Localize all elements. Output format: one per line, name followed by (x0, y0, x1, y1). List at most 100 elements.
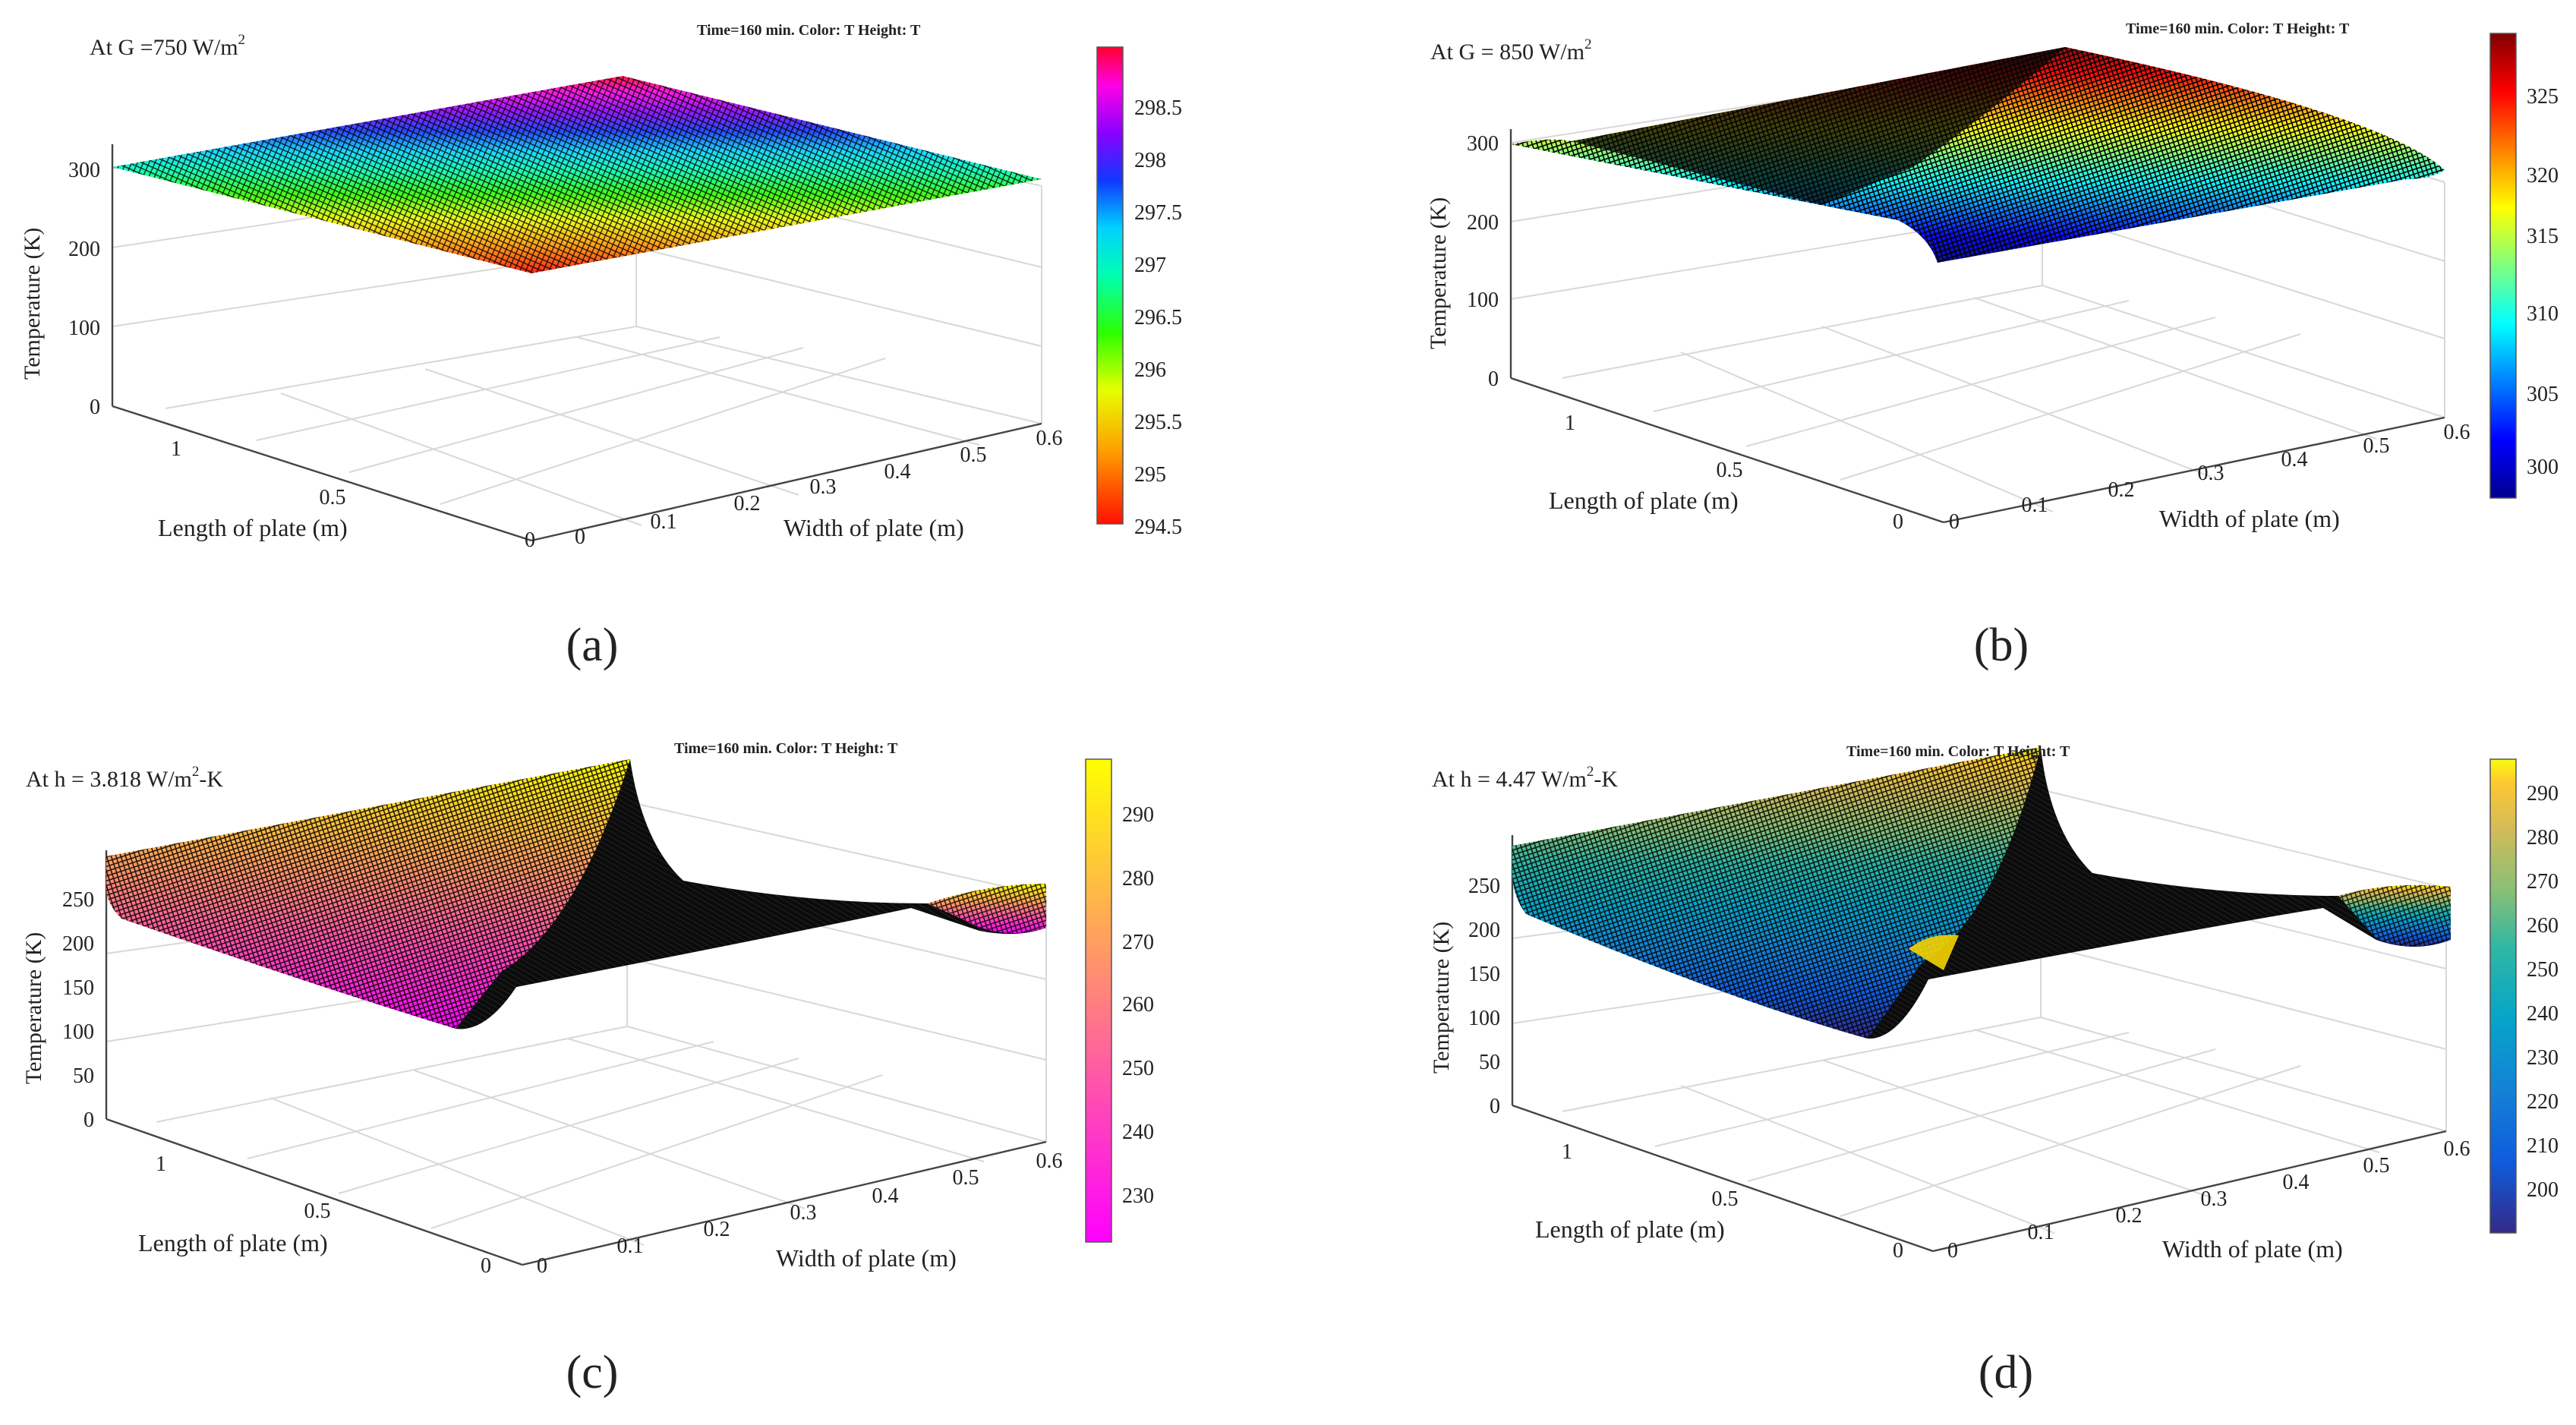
colorbar-bar (1085, 758, 1112, 1243)
colorbar-ticks: 290 280 270 260 250 240 230 220 210 200 (2527, 782, 2559, 1202)
colorbar-tick-label: 230 (2527, 1046, 2559, 1070)
y-tick-label: 0.5 (2363, 434, 2390, 458)
panel-c-zlabel: Temperature (K) (21, 932, 46, 1084)
colorbar-tick-label: 230 (1122, 1184, 1154, 1208)
colorbar-tick-label: 260 (1122, 993, 1154, 1017)
colorbar-tick-label: 325 (2527, 85, 2559, 109)
colorbar-tick-label: 305 (2527, 383, 2559, 406)
title-sup: 2 (1587, 764, 1594, 780)
panel-d-caption: (d) (1979, 1347, 2033, 1398)
panel-a-header: Time=160 min. Color: T Height: T (697, 22, 921, 39)
y-tick-label: 0.6 (2444, 421, 2470, 444)
x-tick-label: 0 (1893, 510, 1903, 534)
panel-a-zlabel: Temperature (K) (20, 228, 45, 380)
z-tick-label: 300 (1467, 132, 1499, 156)
colorbar-ticks: 298.5 298 297.5 297 296.5 296 295.5 295 … (1134, 96, 1182, 539)
panel-c-surface-right (456, 759, 1046, 1029)
x-tick-label: 0 (525, 528, 535, 552)
colorbar-tick-label: 280 (2527, 826, 2559, 850)
colorbar-tick-label: 220 (2527, 1090, 2559, 1114)
x-tick-label: 1 (171, 437, 181, 461)
title-main: At h = 3.818 W/m (26, 767, 192, 792)
y-tick-label: 0.4 (872, 1184, 899, 1208)
y-tick-label: 0.2 (704, 1218, 730, 1241)
colorbar-tick-label: 295.5 (1134, 411, 1182, 434)
colorbar-tick-label: 294.5 (1134, 515, 1182, 539)
colorbar-tick-label: 296 (1134, 358, 1166, 382)
y-tick-label: 0.6 (2444, 1137, 2470, 1161)
y-tick-label: 0 (1947, 1239, 1958, 1263)
y-tick-label: 0.6 (1036, 427, 1063, 450)
z-tick-label: 0 (1490, 1095, 1500, 1118)
panel-b-title: At G = 850 W/m2 (1430, 36, 1592, 65)
x-tick-label: 0 (481, 1254, 491, 1278)
z-tick-label: 200 (62, 932, 94, 956)
z-tick-label: 0 (90, 396, 100, 419)
x-tick-label: 0.5 (1712, 1187, 1739, 1211)
y-tick-label: 0.4 (884, 460, 911, 484)
y-tick-label: 0.1 (2028, 1221, 2054, 1244)
panel-d-surface-right-end-mesh (2338, 884, 2451, 947)
x-tick-label: 1 (1565, 411, 1575, 435)
panel-d-header: Time=160 min. Color: T Height: T (1846, 743, 2070, 760)
panel-b-xlabel: Length of plate (m) (1549, 487, 1739, 514)
panel-d-zlabel: Temperature (K) (1429, 922, 1454, 1073)
y-tick-label: 0.1 (617, 1234, 644, 1258)
y-tick-label: 0.5 (953, 1166, 979, 1190)
panel-a: 0 100 200 300 Temperature (K) 1 0.5 0 Le… (20, 22, 1182, 671)
panel-c-z-ticks: 0 50 100 150 200 250 (62, 888, 94, 1132)
panel-c-x-ticks: 1 0.5 0 (156, 1152, 491, 1278)
y-tick-label: 0.3 (790, 1201, 817, 1225)
panel-d-z-ticks: 0 50 100 150 200 250 (1468, 875, 1500, 1118)
title-sup: 2 (1584, 36, 1592, 52)
x-tick-label: 0.5 (1717, 459, 1743, 482)
panel-c-surface-right-end-mesh (928, 884, 1046, 934)
x-tick-label: 1 (1562, 1140, 1572, 1164)
panel-a-xlabel: Length of plate (m) (158, 514, 348, 541)
panel-c-ylabel: Width of plate (m) (776, 1244, 957, 1272)
z-tick-label: 300 (68, 159, 100, 182)
colorbar-tick-label: 280 (1122, 867, 1154, 891)
title-sup: 2 (192, 764, 200, 780)
colorbar-tick-label: 296.5 (1134, 306, 1182, 329)
panel-b-ylabel: Width of plate (m) (2159, 505, 2340, 532)
panel-d-x-ticks: 1 0.5 0 (1562, 1140, 1903, 1263)
colorbar-tick-label: 295 (1134, 463, 1166, 487)
panel-d-axes (1511, 835, 2447, 1253)
title-suffix: -K (1594, 767, 1618, 792)
panel-c-y-ticks: 0 0.1 0.2 0.3 0.4 0.5 0.6 (537, 1149, 1063, 1278)
colorbar-tick-label: 270 (2527, 870, 2559, 894)
colorbar-ticks: 325 320 315 310 305 300 (2527, 85, 2559, 479)
panel-d-surface-right (1868, 747, 2451, 1039)
colorbar-bar (2489, 758, 2517, 1234)
panel-c-caption: (c) (566, 1347, 619, 1398)
x-tick-label: 0.5 (304, 1200, 331, 1223)
panel-a-x-ticks: 1 0.5 0 (171, 437, 535, 552)
colorbar-tick-label: 297.5 (1134, 201, 1182, 225)
panel-a-axes (111, 144, 1042, 542)
z-tick-label: 150 (1468, 963, 1500, 986)
colorbar-tick-label: 298 (1134, 149, 1166, 172)
panel-a-caption: (a) (566, 619, 619, 671)
panel-c-header: Time=160 min. Color: T Height: T (674, 740, 898, 757)
z-tick-label: 150 (62, 976, 94, 1000)
colorbar-tick-label: 300 (2527, 456, 2559, 479)
y-tick-label: 0.2 (734, 492, 761, 515)
panel-c-title: At h = 3.818 W/m2-K (26, 764, 223, 792)
panel-a-colorbar: 298.5 298 297.5 297 296.5 296 295.5 295 … (1096, 46, 1182, 539)
colorbar-tick-label: 200 (2527, 1178, 2559, 1202)
y-tick-label: 0.5 (2363, 1154, 2390, 1178)
panel-d-ylabel: Width of plate (m) (2162, 1235, 2343, 1263)
panel-c-colorbar: 290 280 270 260 250 240 230 (1085, 758, 1154, 1243)
panel-b-z-ticks: 0 100 200 300 (1467, 132, 1499, 391)
y-tick-label: 0.3 (2201, 1187, 2228, 1211)
colorbar-tick-label: 260 (2527, 914, 2559, 938)
panel-b-colorbar: 325 320 315 310 305 300 (2489, 33, 2559, 499)
colorbar-tick-label: 270 (1122, 931, 1154, 954)
panel-d: 0 50 100 150 200 250 Temperature (K) 1 0… (1429, 743, 2559, 1398)
colorbar-bar (2489, 33, 2517, 499)
y-tick-label: 0.2 (2108, 478, 2135, 502)
panel-a-z-ticks: 0 100 200 300 (68, 159, 100, 419)
z-tick-label: 0 (1488, 367, 1499, 391)
y-tick-label: 0.1 (2022, 493, 2048, 517)
